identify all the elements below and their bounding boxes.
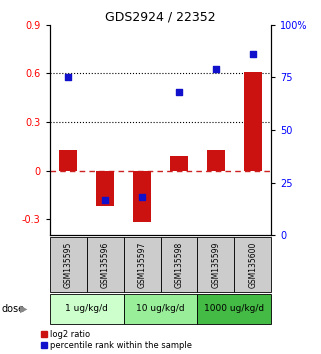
Point xyxy=(102,197,108,202)
Text: 1000 ug/kg/d: 1000 ug/kg/d xyxy=(204,304,265,313)
Bar xyxy=(234,237,271,292)
Legend: log2 ratio, percentile rank within the sample: log2 ratio, percentile rank within the s… xyxy=(41,330,192,350)
Bar xyxy=(207,149,225,171)
Bar xyxy=(170,156,188,171)
Bar xyxy=(96,171,114,206)
Bar xyxy=(50,237,87,292)
Bar xyxy=(244,72,262,171)
Bar xyxy=(87,237,124,292)
Point xyxy=(140,195,145,200)
Text: GSM135598: GSM135598 xyxy=(174,241,184,288)
Text: 1 ug/kg/d: 1 ug/kg/d xyxy=(65,304,108,313)
Text: dose: dose xyxy=(2,304,25,314)
Point xyxy=(177,89,182,95)
Text: GSM135596: GSM135596 xyxy=(100,241,110,288)
Bar xyxy=(124,294,197,324)
Bar xyxy=(124,237,160,292)
Bar xyxy=(50,294,124,324)
Text: 10 ug/kg/d: 10 ug/kg/d xyxy=(136,304,185,313)
Point xyxy=(66,75,71,80)
Bar xyxy=(160,237,197,292)
Text: ▶: ▶ xyxy=(20,304,27,314)
Bar xyxy=(59,149,77,171)
Text: GSM135600: GSM135600 xyxy=(248,241,257,288)
Text: GSM135599: GSM135599 xyxy=(211,241,221,288)
Bar xyxy=(197,294,271,324)
Text: GSM135595: GSM135595 xyxy=(64,241,73,288)
Text: GSM135597: GSM135597 xyxy=(137,241,147,288)
Point xyxy=(250,51,256,57)
Bar xyxy=(133,171,151,222)
Point xyxy=(213,66,218,72)
Bar xyxy=(197,237,234,292)
Title: GDS2924 / 22352: GDS2924 / 22352 xyxy=(105,11,216,24)
